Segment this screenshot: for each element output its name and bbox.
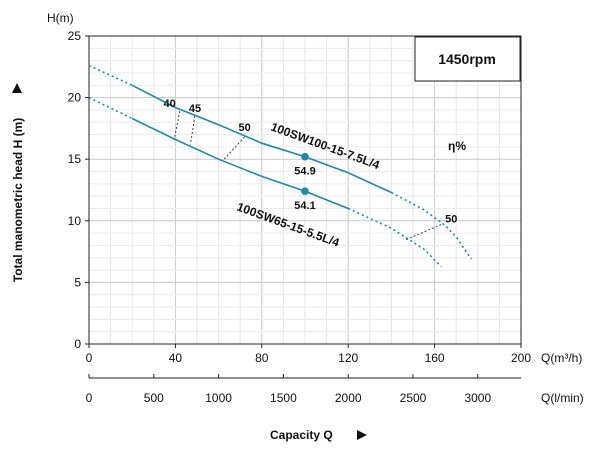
duty-points: 54.9 54.1 <box>294 152 316 212</box>
y-tick-label: 10 <box>68 214 82 228</box>
secondary-x-tick-labels: 0 500 1000 1500 2000 2500 3000 <box>86 374 491 405</box>
efficiency-line <box>190 116 196 145</box>
duty-point-label-1: 54.1 <box>294 200 315 212</box>
grid <box>89 36 521 344</box>
efficiency-label: 45 <box>189 103 201 115</box>
efficiency-label: 40 <box>163 98 175 110</box>
x-tick-label: 200 <box>511 351 531 365</box>
x-axis-arrow-icon <box>357 430 367 440</box>
efficiency-label: 50 <box>445 213 457 225</box>
duty-point-0 <box>301 152 309 161</box>
x-tick-labels: 0 40 80 120 160 200 <box>86 344 531 365</box>
efficiency-line <box>222 136 245 161</box>
secondary-x-tick-label: 1000 <box>205 391 232 405</box>
speed-label: 1450rpm <box>438 51 496 67</box>
x-tick-label: 0 <box>86 351 93 365</box>
secondary-x-tick-label: 3000 <box>464 391 491 405</box>
series-0-dashed-end <box>391 191 472 260</box>
y-tick-label: 0 <box>74 337 81 351</box>
y-tick-label: 20 <box>68 91 82 105</box>
y-axis-arrow-icon <box>12 83 22 93</box>
duty-point-label-0: 54.9 <box>294 166 315 178</box>
y-axis-unit-label: H(m) <box>47 11 74 25</box>
duty-point-1 <box>301 187 309 196</box>
plot-frame <box>88 35 522 345</box>
efficiency-unit-label: η% <box>448 139 466 153</box>
x-tick-label: 40 <box>169 351 183 365</box>
efficiency-lines: 40 45 50 50 <box>163 98 457 241</box>
y-tick-label: 5 <box>74 275 81 289</box>
series-0-line <box>131 84 392 194</box>
y-tick-label: 15 <box>68 152 82 166</box>
y-tick-labels: 0 5 10 15 20 25 <box>68 29 89 351</box>
x-tick-label: 160 <box>425 351 445 365</box>
y-axis-title: Total manometric head H (m) <box>11 118 25 282</box>
secondary-x-tick-label: 0 <box>86 391 93 405</box>
efficiency-line <box>173 111 181 140</box>
y-axis-title-group: Total manometric head H (m) <box>11 83 25 282</box>
x-axis-unit-label: Q(m³/h) <box>541 351 582 365</box>
secondary-x-tick-label: 500 <box>144 391 164 405</box>
efficiency-line <box>404 224 442 241</box>
y-tick-label: 25 <box>68 29 82 43</box>
speed-label-box <box>414 36 521 82</box>
secondary-x-tick-label: 1500 <box>270 391 297 405</box>
series-label-100SW65: 100SW65-15-5.5L/4 <box>235 200 342 250</box>
x-tick-label: 80 <box>255 351 269 365</box>
efficiency-label: 50 <box>239 122 251 134</box>
x-axis-title: Capacity Q <box>270 428 333 442</box>
secondary-x-tick-label: 2500 <box>400 391 427 405</box>
secondary-x-tick-label: 2000 <box>335 391 362 405</box>
series-1-line <box>131 117 349 210</box>
x-tick-label: 120 <box>338 351 358 365</box>
secondary-x-axis-label: Q(l/min) <box>541 391 584 405</box>
